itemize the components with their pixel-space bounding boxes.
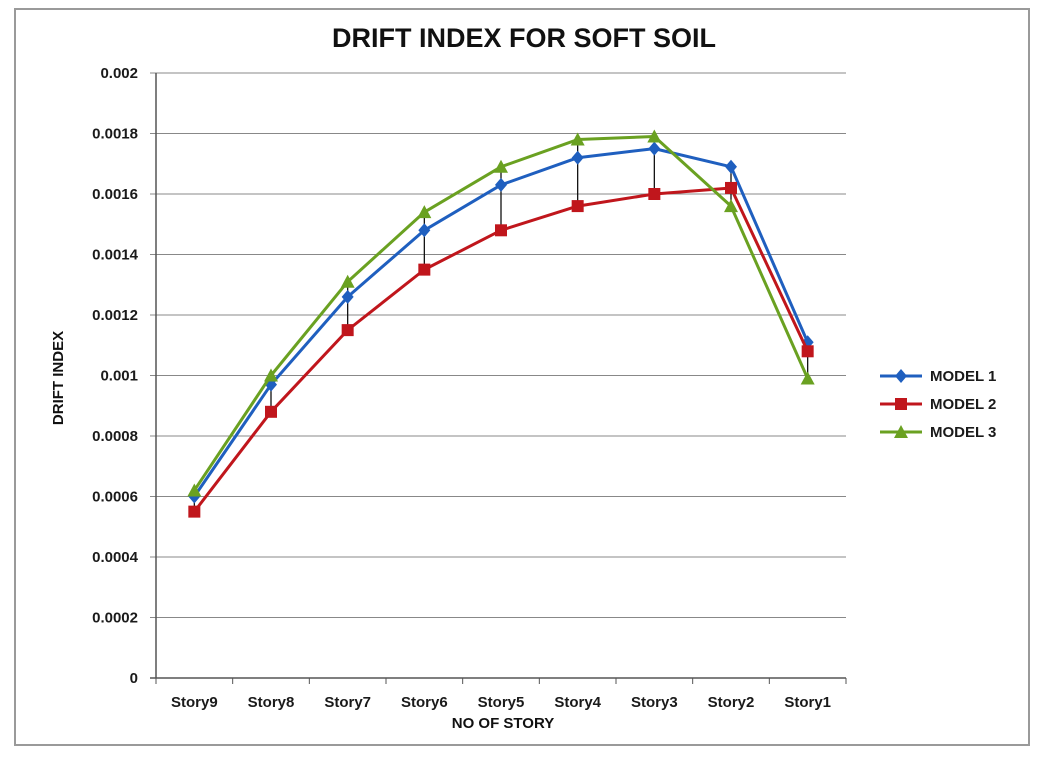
data-point: [571, 150, 584, 165]
x-axis-tick-labels: Story9 Story8 Story7 Story6 Story5 Story4 Stor…: [171, 694, 831, 711]
data-point: [725, 181, 737, 194]
grid-lines: [150, 72, 847, 684]
data-point: [265, 405, 277, 418]
y-tick-label: 0: [130, 670, 138, 687]
legend-label: MODEL 1: [930, 368, 996, 385]
y-tick-label: 0.0012: [92, 307, 138, 324]
data-point: [264, 368, 278, 382]
data-point: [418, 223, 431, 238]
x-tick-label: Story4: [554, 694, 601, 711]
series-lines: [187, 129, 815, 518]
legend-label: MODEL 3: [930, 424, 996, 441]
x-tick-label: Story7: [324, 694, 371, 711]
y-tick-label: 0.0008: [92, 428, 138, 445]
y-axis-tick-labels: 0 0.0002 0.0004 0.0006 0.0008 0.001 0.0012 0.00…: [92, 65, 139, 687]
legend-item: MODEL 3: [880, 424, 996, 441]
x-tick-label: Story6: [401, 694, 448, 711]
data-point: [647, 129, 662, 143]
x-tick-label: Story9: [171, 694, 218, 711]
data-point: [801, 345, 814, 358]
legend-item: MODEL 2: [880, 396, 996, 413]
data-point: [341, 289, 354, 304]
legend-label: MODEL 2: [930, 396, 996, 413]
legend: MODEL 1 MODEL 2 MODEL 3: [880, 368, 996, 441]
data-point: [724, 199, 738, 213]
series-line: [193, 186, 810, 513]
data-point: [495, 177, 507, 192]
y-tick-label: 0.0004: [92, 549, 139, 566]
data-point: [571, 200, 584, 213]
data-point: [494, 159, 508, 173]
data-point: [648, 188, 661, 200]
legend-marker: [894, 425, 908, 438]
x-tick-label: Story5: [478, 694, 525, 711]
y-tick-label: 0.0016: [92, 186, 138, 203]
legend-marker: [895, 369, 907, 383]
chart-title: DRIFT INDEX FOR SOFT SOIL: [332, 23, 716, 53]
data-point: [800, 371, 815, 385]
legend-marker: [895, 398, 907, 410]
data-point: [648, 141, 661, 156]
data-point: [340, 274, 355, 288]
data-point: [570, 132, 585, 146]
y-axis-title: DRIFT INDEX: [50, 331, 67, 425]
y-tick-label: 0.0006: [92, 489, 138, 506]
x-tick-label: Story1: [784, 694, 831, 711]
x-axis-title: NO OF STORY: [452, 715, 555, 732]
y-tick-label: 0.002: [100, 65, 138, 82]
series-3: [187, 129, 815, 497]
y-tick-label: 0.001: [100, 368, 138, 385]
x-tick-label: Story8: [248, 694, 295, 711]
y-tick-label: 0.0002: [92, 610, 138, 627]
legend-item: MODEL 1: [880, 368, 996, 385]
data-point: [495, 224, 507, 237]
data-point: [417, 205, 432, 219]
data-point: [188, 505, 201, 518]
data-point: [341, 324, 354, 337]
chart-frame: [14, 8, 1030, 746]
y-tick-label: 0.0014: [92, 247, 139, 264]
data-point: [187, 483, 202, 497]
series-2: [188, 181, 814, 518]
y-tick-label: 0.0018: [92, 126, 138, 143]
x-tick-label: Story2: [708, 694, 755, 711]
data-point: [418, 263, 431, 276]
data-point: [725, 159, 737, 174]
x-tick-label: Story3: [631, 694, 678, 711]
